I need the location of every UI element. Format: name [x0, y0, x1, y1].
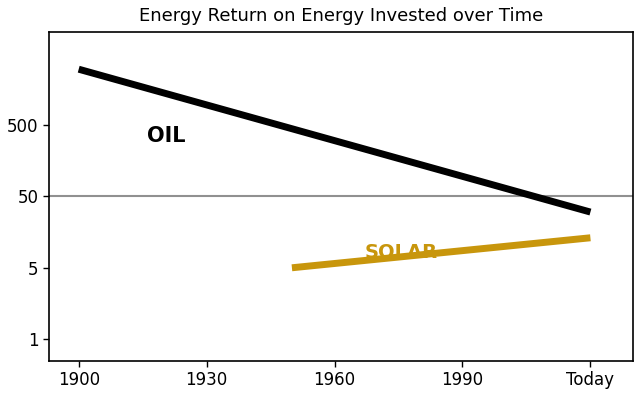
Text: OIL: OIL — [147, 126, 186, 146]
Text: SOLAR: SOLAR — [364, 243, 438, 262]
Title: Energy Return on Energy Invested over Time: Energy Return on Energy Invested over Ti… — [139, 7, 543, 25]
